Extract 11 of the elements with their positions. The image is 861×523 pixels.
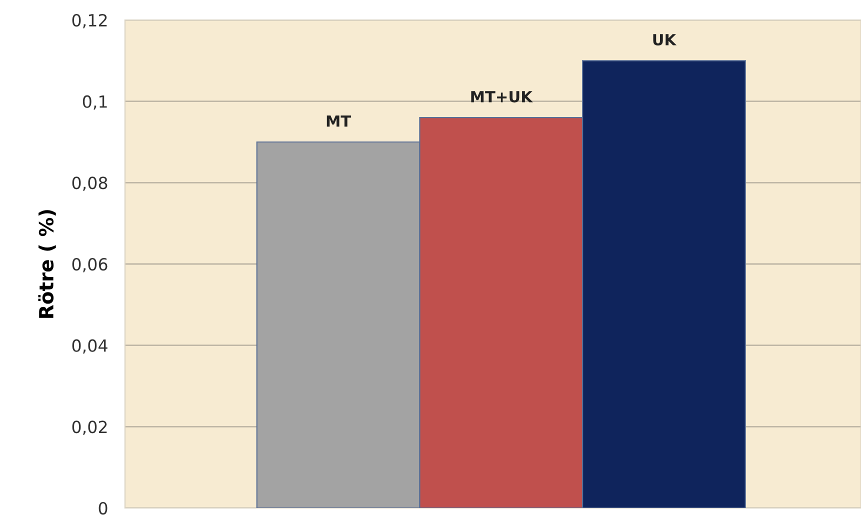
y-tick-label: 0,04 [72, 339, 108, 354]
x-tick-label: MT [326, 115, 352, 127]
y-tick-label: 0 [98, 502, 108, 515]
y-tick-label: 0,06 [72, 258, 108, 272]
y-tick-label: 0,1 [82, 95, 107, 110]
y-tick-label: 0,08 [72, 176, 108, 191]
x-tick-label: MT+UK [471, 91, 533, 102]
y-axis-title: Rötre ( %) [38, 210, 56, 318]
y-tick-label: 0,02 [72, 420, 107, 435]
y-tick-label: 0,12 [72, 14, 107, 28]
x-tick-label: UK [653, 34, 677, 46]
